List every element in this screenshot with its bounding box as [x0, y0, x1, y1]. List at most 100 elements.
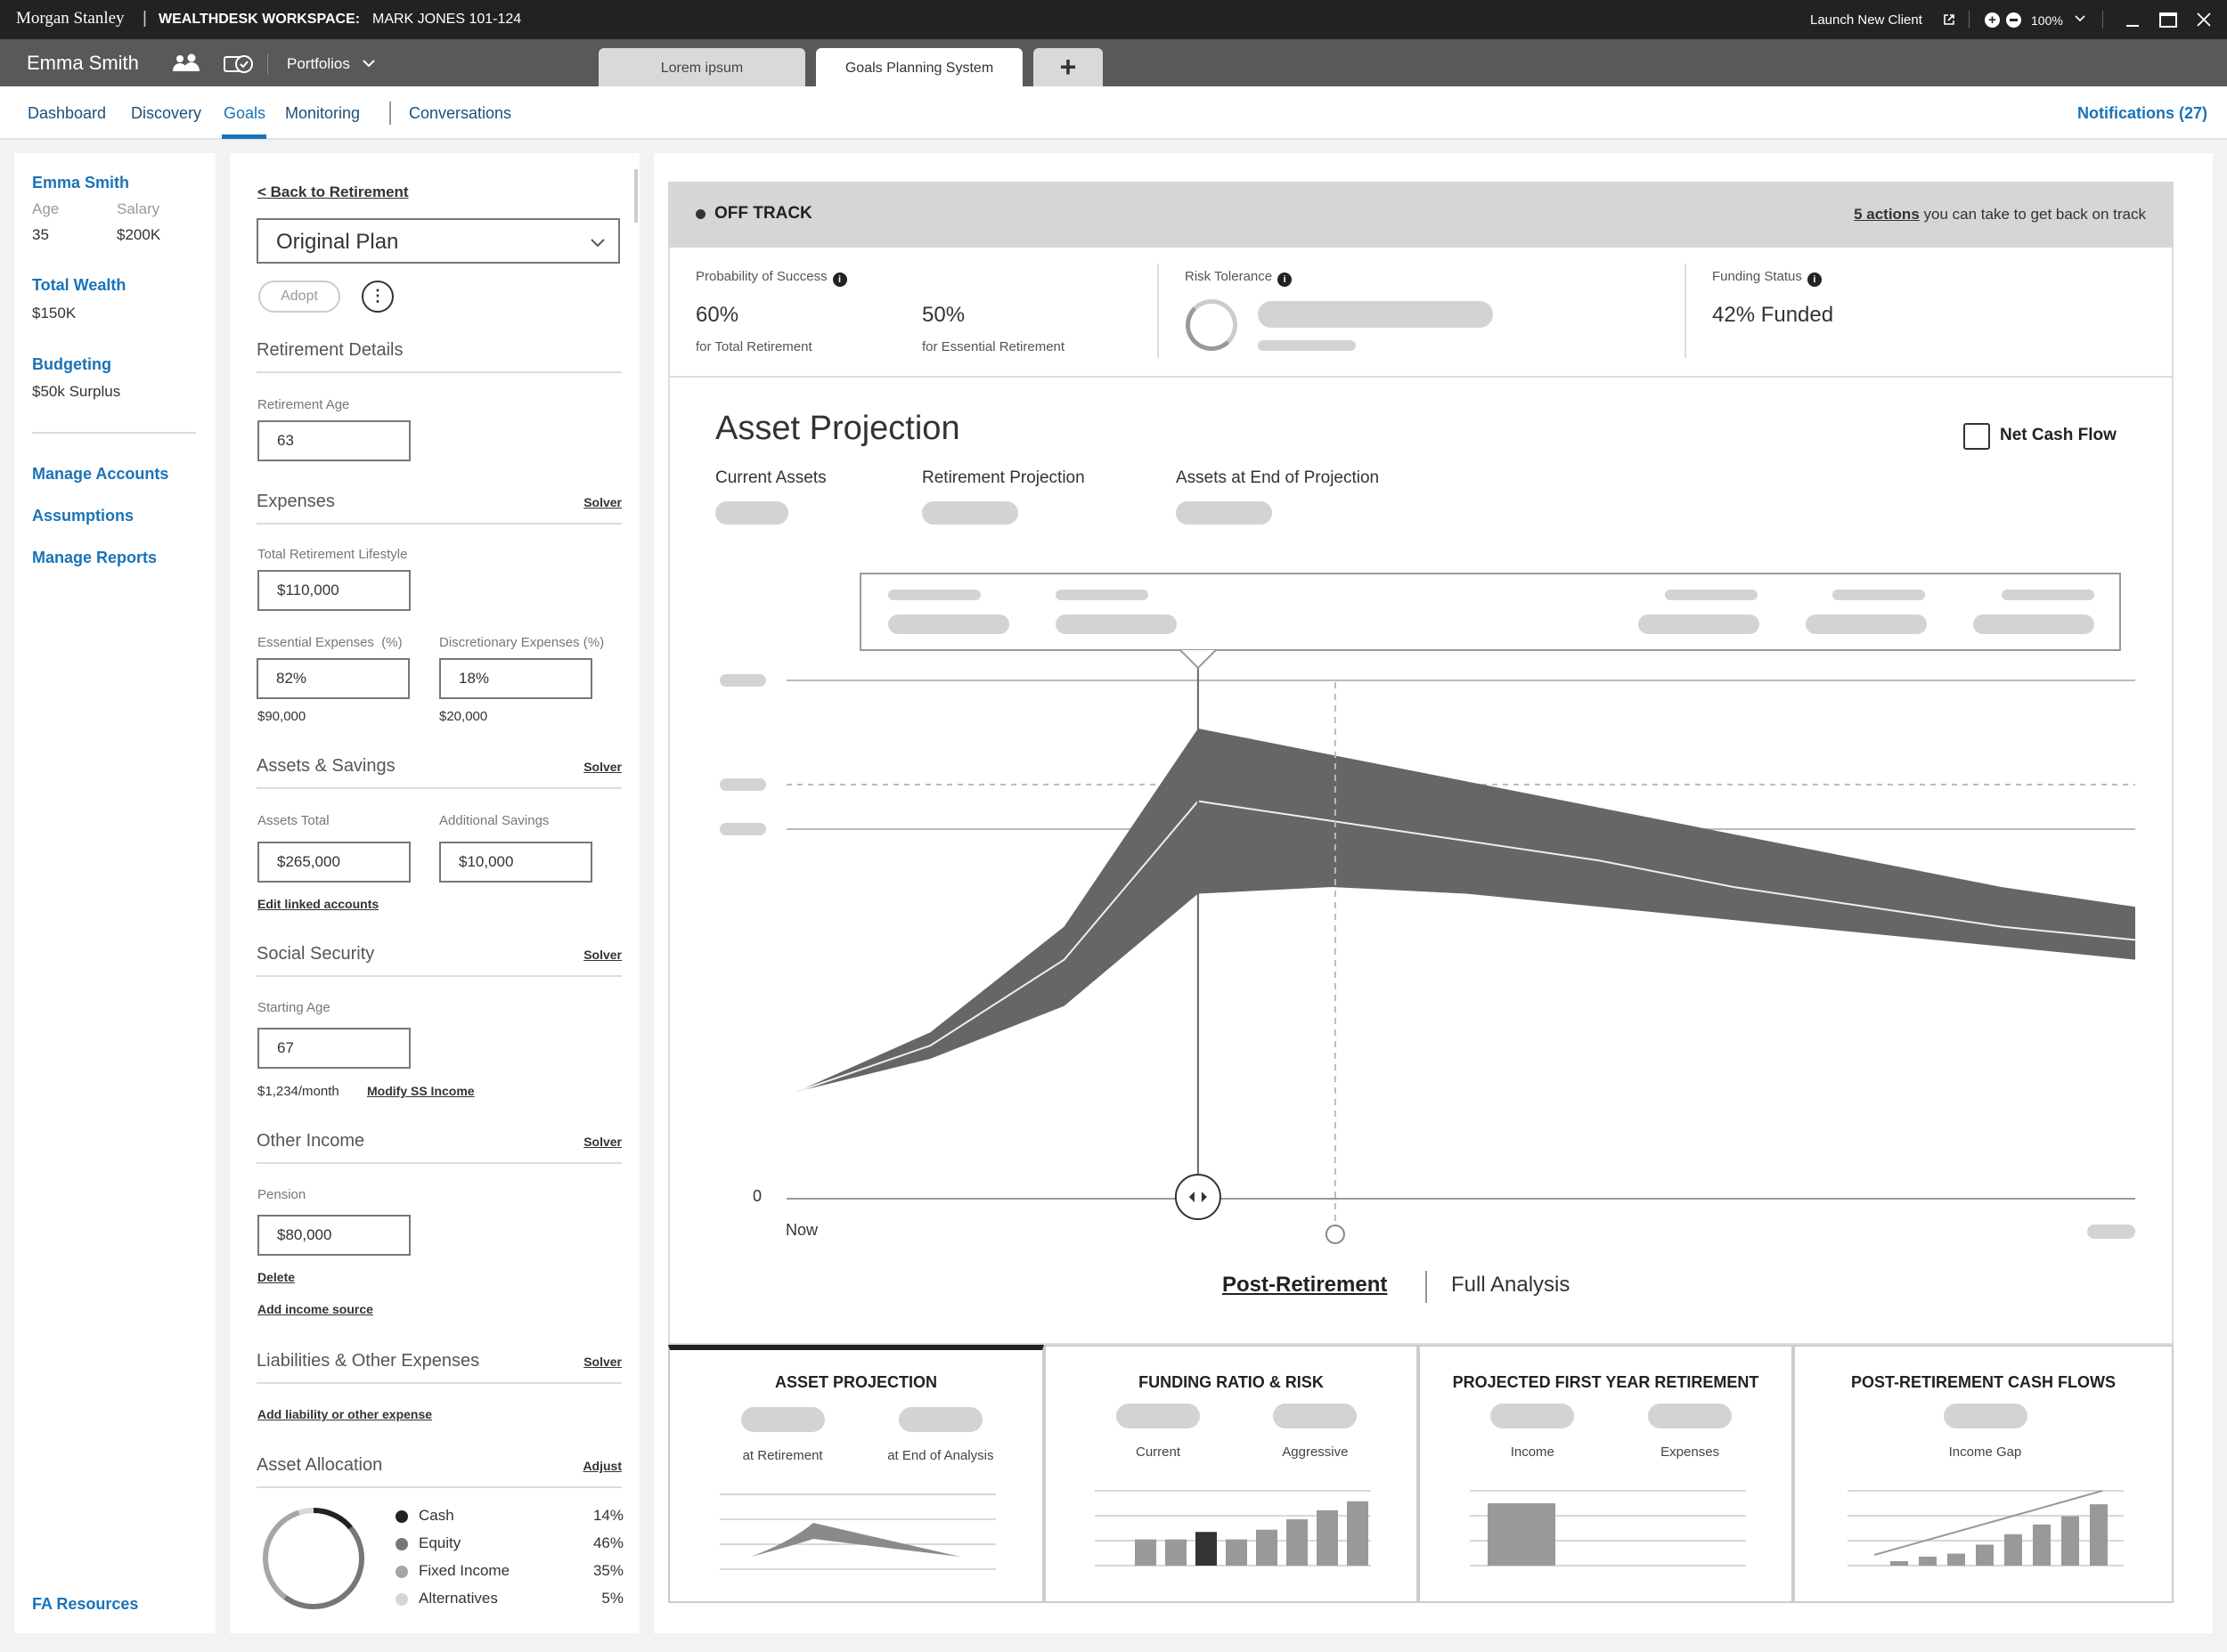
adjust-allocation-link[interactable]: Adjust [583, 1459, 622, 1473]
plan-panel [230, 153, 640, 1633]
divider [1685, 264, 1686, 358]
y-tick-placeholder [720, 823, 766, 835]
allocation-legend-item: Alternatives 5% [392, 1590, 624, 1617]
allocation-pct: 35% [592, 1562, 624, 1579]
mini-trend-line [1873, 1490, 2102, 1556]
card-title: POST-RETIREMENT CASH FLOWS [1851, 1373, 2116, 1391]
manage-reports-link[interactable]: Manage Reports [32, 549, 158, 566]
summary-card-post-retirement-cash-flows[interactable]: POST-RETIREMENT CASH FLOWS Income Gap [1793, 1345, 2174, 1603]
plan-select[interactable]: Original Plan [257, 218, 620, 264]
expenses-solver-link[interactable]: Solver [583, 495, 622, 509]
assets-solver-link[interactable]: Solver [583, 760, 622, 774]
starting-age-input[interactable]: 67 [257, 1028, 411, 1069]
plan-panel-scrollbar[interactable] [634, 169, 638, 223]
projection-median-line [795, 800, 2136, 1093]
client-status-icon[interactable] [223, 53, 255, 79]
zoom-level[interactable]: 100% [2031, 13, 2063, 28]
delete-income-link[interactable]: Delete [257, 1270, 296, 1284]
funding-status-label: Funding Status i [1712, 269, 1822, 287]
allocation-legend-item: Cash 14% [392, 1507, 624, 1534]
card-value-placeholder [740, 1407, 825, 1432]
full-analysis-toggle[interactable]: Full Analysis [1451, 1273, 1570, 1297]
nav-goals[interactable]: Goals [224, 104, 266, 122]
post-retirement-toggle[interactable]: Post-Retirement [1222, 1273, 1388, 1297]
nav-conversations[interactable]: Conversations [409, 104, 512, 122]
other-income-heading: Other Income Solver [257, 1131, 622, 1164]
manage-accounts-link[interactable]: Manage Accounts [32, 465, 169, 483]
card-sub-label: Current [1135, 1444, 1181, 1460]
assets-total-label: Assets Total [257, 813, 330, 828]
tab-goals-planning-system[interactable]: Goals Planning System [816, 48, 1023, 86]
social-security-heading: Social Security Solver [257, 944, 622, 977]
back-to-retirement-link[interactable]: < Back to Retirement [257, 183, 409, 200]
liabilities-solver-link[interactable]: Solver [583, 1355, 622, 1369]
zoom-in-icon[interactable]: + [1985, 12, 2000, 28]
minimize-icon[interactable] [2126, 25, 2139, 27]
additional-savings-input[interactable]: $10,000 [439, 842, 592, 883]
total-lifestyle-label: Total Retirement Lifestyle [257, 547, 408, 562]
adopt-button[interactable]: Adopt [258, 281, 340, 313]
nav-monitoring[interactable]: Monitoring [285, 104, 361, 122]
portfolios-dropdown[interactable]: Portfolios [287, 55, 376, 73]
edit-linked-accounts-link[interactable]: Edit linked accounts [257, 897, 379, 911]
asset-projection-chart[interactable] [668, 650, 2174, 1247]
add-income-source-link[interactable]: Add income source [257, 1302, 373, 1316]
budgeting-label[interactable]: Budgeting [32, 355, 111, 373]
actions-link[interactable]: 5 actions [1854, 206, 1920, 223]
liabilities-heading: Liabilities & Other Expenses Solver [257, 1351, 622, 1384]
tooltip-placeholder [888, 614, 1009, 634]
chevron-down-icon[interactable] [2074, 12, 2086, 29]
essential-expenses-input[interactable]: 82% [257, 658, 410, 699]
pension-input[interactable]: $80,000 [257, 1215, 411, 1256]
divider [32, 432, 196, 434]
nav-discovery[interactable]: Discovery [131, 104, 202, 122]
add-tab-button[interactable]: + [1033, 48, 1103, 86]
discretionary-expenses-input[interactable]: 18% [439, 658, 592, 699]
retirement-age-input[interactable]: 63 [257, 420, 411, 461]
assumptions-link[interactable]: Assumptions [32, 507, 135, 525]
summary-card-projected-first-year-retirement[interactable]: PROJECTED FIRST YEAR RETIREMENT Income Exp… [1418, 1345, 1793, 1603]
assets-total-input[interactable]: $265,000 [257, 842, 411, 883]
net-cash-flow-checkbox[interactable] [1963, 423, 1990, 450]
net-cash-flow-label[interactable]: Net Cash Flow [2000, 426, 2117, 444]
retirement-details-heading: Retirement Details [257, 340, 622, 373]
mini-bar [2003, 1534, 2022, 1566]
other-income-solver-link[interactable]: Solver [583, 1135, 622, 1149]
mini-bar [1286, 1518, 1308, 1566]
modify-ss-income-link[interactable]: Modify SS Income [367, 1084, 475, 1098]
zoom-out-icon[interactable] [2006, 12, 2021, 28]
current-year-handle[interactable] [1325, 1225, 1345, 1244]
allocation-ring-segment [263, 1508, 364, 1609]
social-security-solver-link[interactable]: Solver [583, 948, 622, 962]
household-icon[interactable] [171, 53, 201, 77]
timeline-drag-handle[interactable] [1174, 1174, 1221, 1220]
asset-allocation-heading: Asset Allocation Adjust [257, 1455, 622, 1488]
total-lifestyle-input[interactable]: $110,000 [257, 570, 411, 611]
info-icon[interactable]: i [1807, 273, 1822, 287]
mini-bar [1975, 1544, 1994, 1566]
summary-card-funding-ratio-risk[interactable]: FUNDING RATIO & RISK Current Aggressive [1044, 1345, 1418, 1603]
more-options-icon[interactable]: ⋮ [362, 281, 394, 313]
add-liability-link[interactable]: Add liability or other expense [257, 1407, 433, 1421]
info-icon[interactable]: i [832, 273, 847, 287]
card-value-placeholder [1943, 1404, 2027, 1428]
chart-y-zero-label: 0 [753, 1187, 763, 1205]
total-wealth-label[interactable]: Total Wealth [32, 276, 126, 294]
status-dot-icon [696, 209, 706, 219]
tooltip-placeholder [1056, 590, 1148, 600]
salary-label: Salary [117, 200, 160, 217]
nav-dashboard[interactable]: Dashboard [28, 104, 107, 122]
summary-card-asset-projection[interactable]: ASSET PROJECTION at Retirement at End of A… [668, 1345, 1044, 1603]
profile-name[interactable]: Emma Smith [32, 174, 130, 191]
mini-bar [2060, 1516, 2079, 1566]
fa-resources-link[interactable]: FA Resources [32, 1595, 139, 1613]
mini-bar [1347, 1501, 1368, 1566]
tab-lorem-ipsum[interactable]: Lorem ipsum [599, 48, 805, 86]
allocation-ring-segment [263, 1508, 364, 1609]
notifications-link[interactable]: Notifications (27) [2076, 104, 2207, 122]
launch-new-client-link[interactable]: Launch New Client [1810, 12, 1922, 28]
close-icon[interactable] [2195, 11, 2213, 28]
info-icon[interactable]: i [1277, 273, 1293, 287]
chart-tooltip [860, 573, 2121, 651]
maximize-icon[interactable] [2159, 12, 2177, 28]
